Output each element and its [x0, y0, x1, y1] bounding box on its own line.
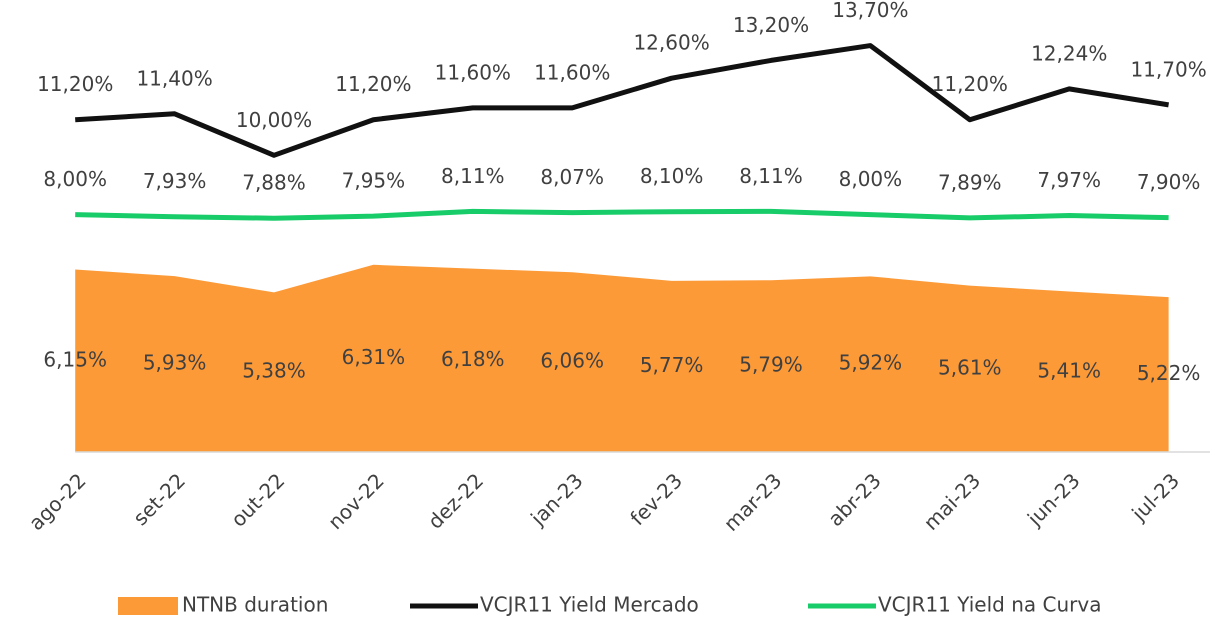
legend-swatch: [118, 597, 178, 615]
data-label: 11,20%: [37, 72, 113, 96]
data-label: 5,38%: [242, 359, 306, 383]
data-label: 8,11%: [441, 164, 505, 188]
data-label: 6,31%: [342, 345, 406, 369]
data-label: 8,07%: [540, 165, 604, 189]
data-label: 11,20%: [932, 72, 1008, 96]
data-label: 8,00%: [43, 167, 107, 191]
x-tick-label: jul-23: [1126, 468, 1184, 526]
data-label: 5,41%: [1037, 358, 1101, 382]
data-label: 5,93%: [143, 351, 207, 375]
data-label: 5,79%: [739, 353, 803, 377]
area: [75, 264, 1169, 452]
x-tick-label: mai-23: [919, 468, 985, 534]
data-label: 7,88%: [242, 171, 306, 195]
data-label: 7,93%: [143, 169, 207, 193]
data-label: 6,18%: [441, 347, 505, 371]
data-label: 8,10%: [640, 164, 704, 188]
line: [75, 43, 1169, 158]
data-label: 11,70%: [1130, 57, 1206, 81]
x-tick-label: fev-23: [625, 468, 687, 530]
x-tick-label: jan-23: [525, 468, 587, 530]
x-tick-label: jun-23: [1022, 468, 1085, 531]
x-tick-label: mar-23: [719, 468, 786, 535]
x-tick-label: out-22: [226, 468, 289, 531]
data-label: 5,77%: [640, 353, 704, 377]
x-tick-label: ago-22: [24, 468, 91, 535]
x-tick-label: nov-22: [323, 468, 389, 534]
legend-label: VCJR11 Yield na Curva: [878, 593, 1101, 617]
data-label: 5,92%: [839, 351, 903, 375]
line: [75, 208, 1169, 221]
data-label: 11,60%: [435, 60, 511, 84]
data-label: 12,60%: [633, 31, 709, 55]
data-label: 8,11%: [739, 164, 803, 188]
data-label: 6,06%: [540, 349, 604, 373]
data-label: 6,15%: [43, 347, 107, 371]
x-tick-label: dez-22: [423, 468, 488, 533]
legend-label: VCJR11 Yield Mercado: [480, 593, 699, 617]
data-label: 11,20%: [335, 72, 411, 96]
x-tick-label: abr-23: [823, 468, 886, 531]
data-label: 11,40%: [136, 66, 212, 90]
data-label: 5,22%: [1137, 361, 1201, 385]
data-label: 13,70%: [832, 0, 908, 22]
data-label: 8,00%: [839, 167, 903, 191]
x-tick-label: set-22: [128, 468, 190, 530]
data-label: 12,24%: [1031, 41, 1107, 65]
legend-label: NTNB duration: [182, 593, 328, 617]
data-label: 7,90%: [1137, 170, 1201, 194]
data-label: 7,95%: [342, 169, 406, 193]
data-label: 7,97%: [1037, 168, 1101, 192]
data-label: 11,60%: [534, 60, 610, 84]
data-label: 10,00%: [236, 108, 312, 132]
data-label: 13,20%: [733, 13, 809, 37]
data-label: 5,61%: [938, 355, 1002, 379]
data-label: 7,89%: [938, 170, 1002, 194]
